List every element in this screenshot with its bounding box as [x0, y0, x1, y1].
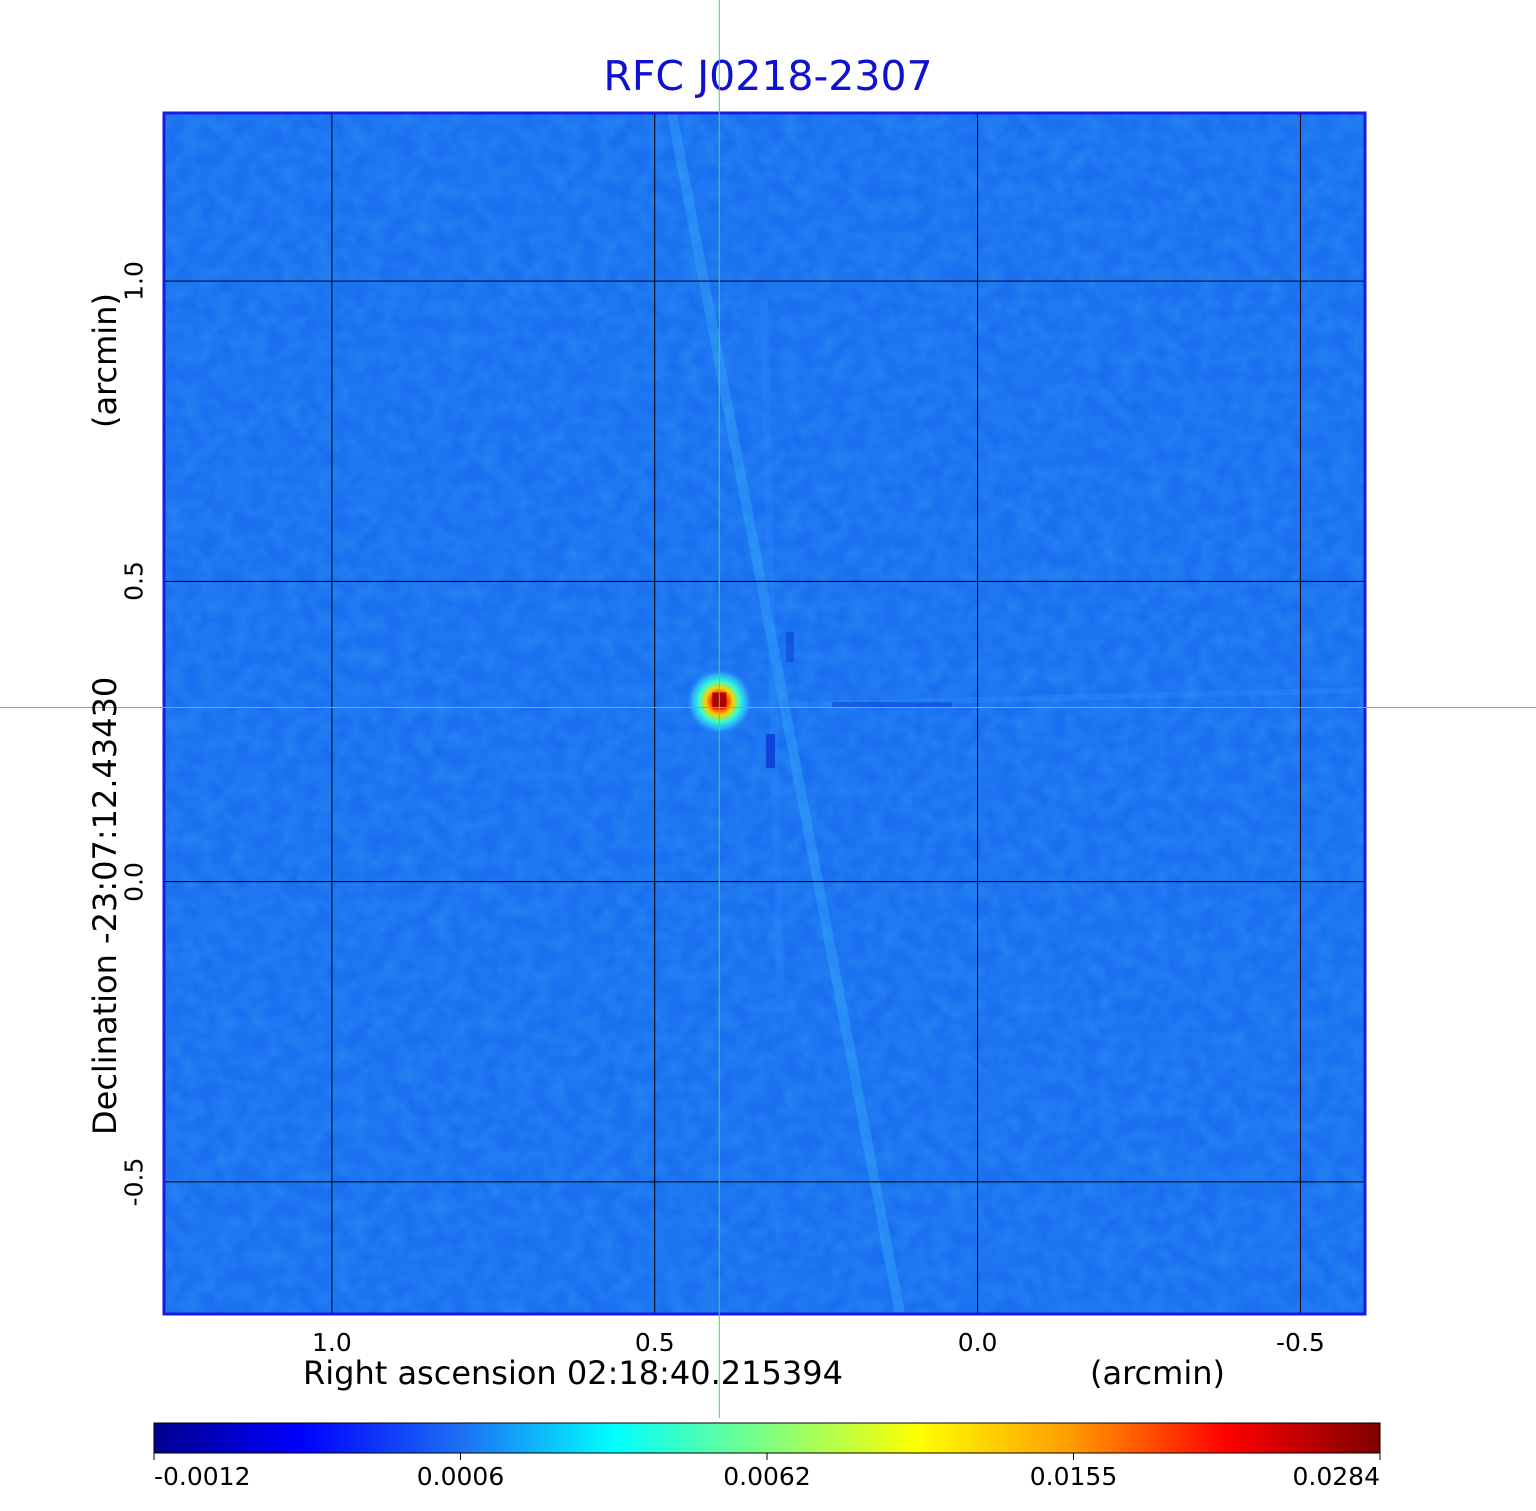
colorbar-tick-label: 0.0062: [723, 1462, 811, 1491]
negative-lobe: [766, 734, 775, 768]
negative-lobe-3: [832, 702, 952, 707]
negative-lobe-2: [786, 632, 794, 662]
x-tick-label: 0.0: [957, 1328, 998, 1357]
y-tick-label: -0.5: [119, 1157, 149, 1207]
colorbar-tick-label: -0.0012: [154, 1462, 251, 1491]
crosshair: [0, 0, 1536, 1418]
colorbar: [153, 1422, 1381, 1454]
plot-frame: [162, 111, 1367, 1316]
x-tick-label: 1.0: [311, 1328, 352, 1357]
colorbar-tick-label: 0.0006: [416, 1462, 505, 1491]
map-noise: [164, 113, 1365, 1314]
x-tick-label: -0.5: [1276, 1328, 1325, 1357]
chart-title: RFC J0218-2307: [603, 52, 933, 100]
x-axis-label: Right ascension 02:18:40.215394: [303, 1354, 843, 1392]
coordinate-grid: [164, 113, 1365, 1314]
sidelobe-streak-2: [760, 299, 784, 1001]
y-axis-unit: (arcmin): [86, 293, 124, 428]
y-axis-label: Declination -23:07:12.43430: [86, 676, 124, 1135]
x-tick-label: 0.5: [634, 1328, 675, 1357]
colorbar-tick-label: 0.0284: [1292, 1462, 1380, 1491]
x-axis-unit: (arcmin): [1090, 1354, 1225, 1392]
colorbar-tick-label: 0.0155: [1029, 1462, 1118, 1491]
y-tick-label: 0.5: [119, 561, 149, 602]
sidelobe-streak-1: [667, 113, 905, 1314]
colorbar-ticks: [153, 1453, 1381, 1460]
